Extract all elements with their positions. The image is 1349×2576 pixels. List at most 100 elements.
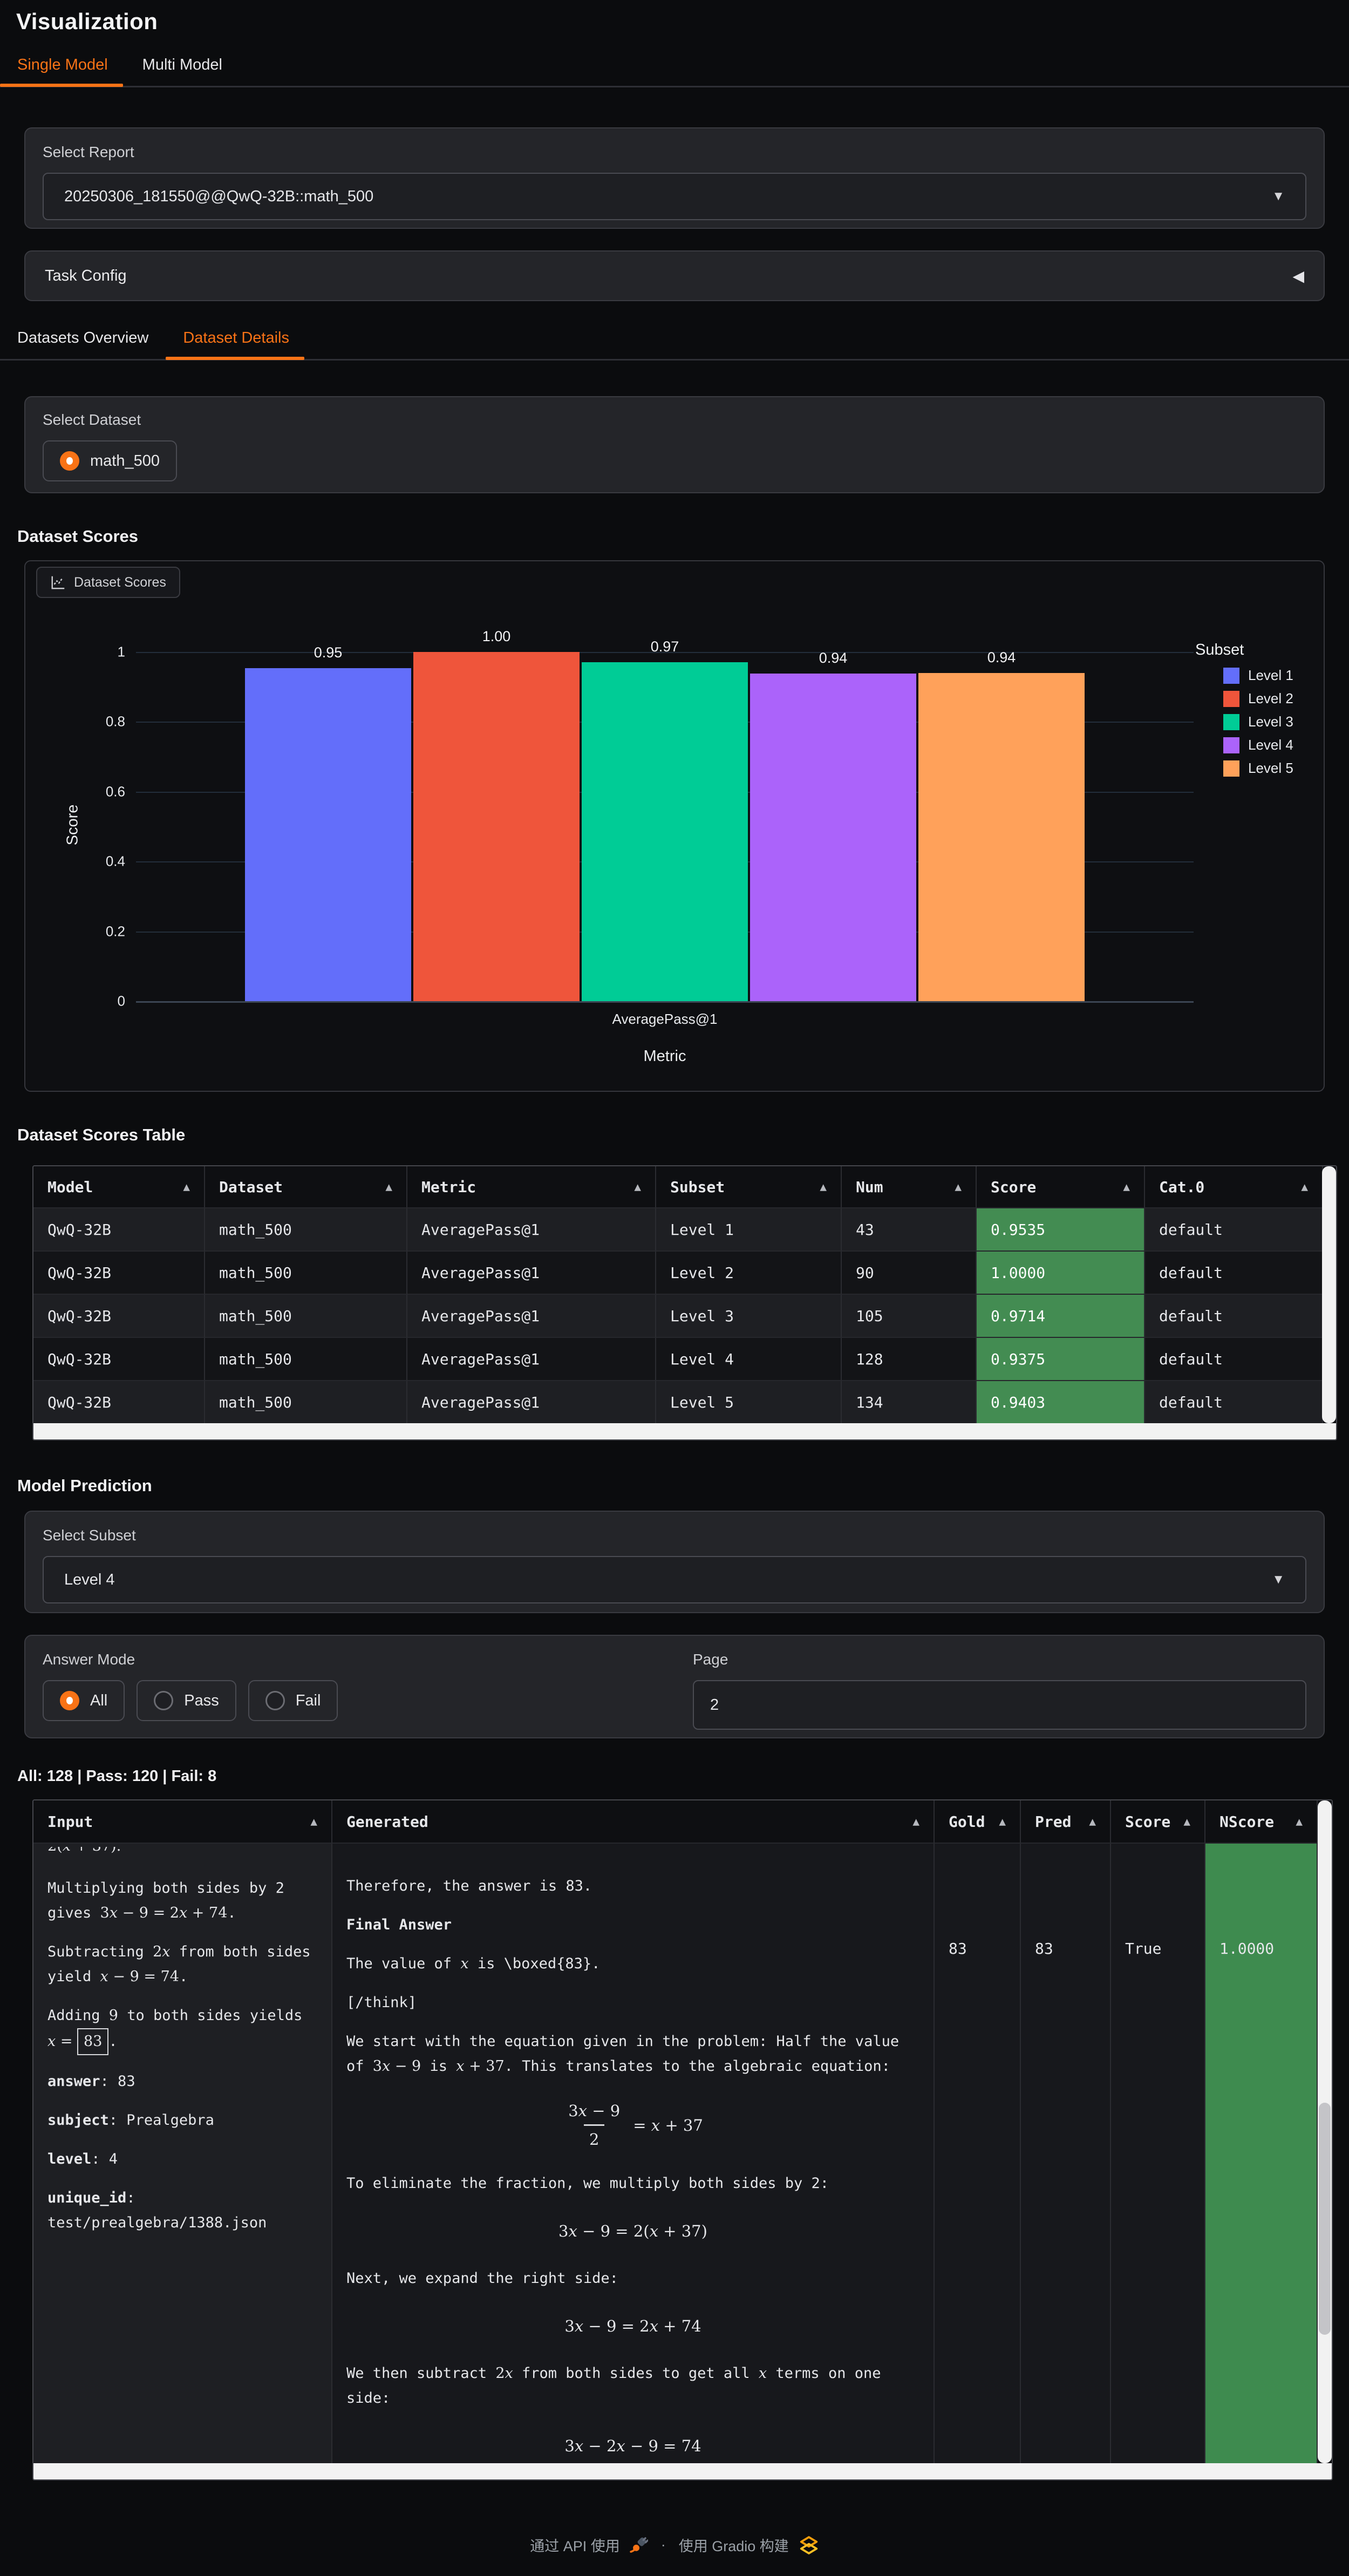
bar-value-label: 0.94 [987,649,1016,665]
table-cell: default [1145,1338,1323,1381]
table-cell: AveragePass@1 [407,1295,656,1338]
math-run: x = [47,2033,73,2050]
chart-bar-level-2[interactable] [413,652,580,1001]
answer-mode-radio-fail[interactable]: Fail [248,1680,338,1721]
pred-column-header-label: Score [1125,1812,1171,1831]
pred-column-header-gold[interactable]: Gold ▲ [935,1800,1021,1844]
math-run: 9 [108,2007,118,2024]
pred-column-header-label: Input [47,1812,93,1831]
column-header-metric[interactable]: Metric ▲ [407,1166,656,1208]
select-report-label: Select Report [43,144,134,160]
sort-arrow-icon: ▲ [385,1180,392,1193]
chevron-down-icon: ▼ [1272,189,1285,203]
y-axis-tick-label: 0.2 [105,923,125,940]
tab-single-model[interactable]: Single Model [0,56,123,87]
table-cell: Level 4 [656,1338,842,1381]
tab-multi-model[interactable]: Multi Model [142,56,222,73]
paragraph: unique_id: test/prealgebra/1388.json [47,2190,267,2231]
report-dropdown[interactable]: 20250306_181550@@QwQ-32B::math_500 ▼ [43,173,1306,220]
horizontal-scrollbar[interactable] [33,2463,1332,2479]
tab-dataset-details[interactable]: Dataset Details [166,329,304,360]
legend-item-level-2[interactable]: Level 2 [1223,690,1293,707]
dataset-scores-table: Model ▲ Dataset ▲ Metric ▲ Subset ▲ Num ▲ Score ▲ Ca… [32,1165,1337,1440]
tab-divider [0,86,1349,87]
sort-arrow-icon: ▲ [999,1815,1006,1828]
paragraph: Next, we expand the right side: [346,2270,618,2287]
answer-mode-radio-all[interactable]: All [43,1680,125,1721]
subset-dropdown[interactable]: Level 4 ▼ [43,1556,1306,1603]
table-row: QwQ-32B math_500 AveragePass@1 Level 1 43 0.9… [33,1208,1336,1252]
chart-bar-level-1[interactable] [245,668,411,1001]
y-axis-title: Score [64,804,81,845]
boxed-answer: 83 [77,2028,109,2055]
sort-arrow-icon: ▲ [820,1180,827,1193]
legend-item-level-4[interactable]: Level 4 [1223,737,1293,753]
table-row: QwQ-32B math_500 AveragePass@1 Level 2 90 1.0… [33,1252,1336,1295]
pred-column-header-input[interactable]: Input ▲ [33,1800,332,1844]
legend-swatch-icon [1223,690,1239,707]
tab-datasets-overview[interactable]: Datasets Overview [17,329,149,346]
subset-dropdown-value: Level 4 [64,1571,115,1588]
sort-arrow-icon: ▲ [1296,1815,1303,1828]
vertical-scrollbar[interactable] [1322,1166,1336,1423]
paragraph: Adding 9 to both sides yields x = 83. [47,2003,317,2055]
select-subset-label: Select Subset [43,1527,136,1544]
table-cell: 43 [842,1208,977,1252]
task-config-label: Task Config [45,267,127,284]
dataset-radio-math500[interactable]: math_500 [43,440,177,481]
footer-api-text[interactable]: 通过 API 使用 [530,2538,620,2554]
clipped-line: 2(x + 37). [47,1847,317,1862]
table-row: QwQ-32B math_500 AveragePass@1 Level 4 128 0.… [33,1338,1336,1381]
column-header-cat0[interactable]: Cat.0 ▲ [1145,1166,1323,1208]
table-cell: 90 [842,1252,977,1295]
table-cell: Level 5 [656,1381,842,1424]
pred-column-header-score[interactable]: Score ▲ [1111,1800,1205,1844]
report-dropdown-value: 20250306_181550@@QwQ-32B::math_500 [64,187,374,205]
math-run: 2(x + 37). [47,1847,121,1854]
chart-bar-level-5[interactable] [918,672,1085,1001]
table-cell: QwQ-32B [33,1381,205,1424]
column-header-dataset[interactable]: Dataset ▲ [205,1166,407,1208]
page-input[interactable]: 2 [693,1680,1306,1730]
chart-bar-level-4[interactable] [750,674,916,1001]
answer-mode-radio-label: Pass [184,1691,219,1709]
legend-item-level-3[interactable]: Level 3 [1223,713,1293,730]
heading-dataset-scores: Dataset Scores [17,527,139,546]
vertical-scrollbar[interactable] [1318,1800,1332,2463]
chart-tab-chip[interactable]: Dataset Scores [36,567,180,598]
pred-column-header-generated[interactable]: Generated ▲ [332,1800,935,1844]
legend-item-level-5[interactable]: Level 5 [1223,760,1293,777]
column-header-model[interactable]: Model ▲ [33,1166,205,1208]
scrollbar-thumb[interactable] [1319,2103,1331,2335]
chart-gridline [136,1001,1194,1003]
accordion-collapse-icon: ◀ [1292,267,1304,284]
table-cell: 105 [842,1295,977,1338]
horizontal-scrollbar[interactable] [33,1423,1336,1439]
table-header-row: Model ▲ Dataset ▲ Metric ▲ Subset ▲ Num ▲ Score ▲ Ca… [33,1166,1336,1208]
task-config-accordion[interactable]: Task Config ◀ [24,250,1325,301]
fraction: 3x − 9 2 [563,2098,625,2152]
column-header-score[interactable]: Score ▲ [977,1166,1145,1208]
chart-bar-level-3[interactable] [582,662,748,1001]
bold-text: subject [47,2112,109,2129]
math-run: 2x [153,1943,171,1960]
chart-gridline [136,652,1194,653]
page-input-value: 2 [710,1696,719,1714]
legend-item-level-1[interactable]: Level 1 [1223,667,1293,684]
footer-built-text[interactable]: 使用 Gradio 构建 [678,2538,789,2554]
pred-column-header-pred[interactable]: Pred ▲ [1021,1800,1111,1844]
math-run: 2 [589,2130,599,2149]
bar-value-label: 0.94 [819,650,848,667]
column-header-subset[interactable]: Subset ▲ [656,1166,842,1208]
display-fraction-equation: 3x − 9 2 = x + 37 [346,2098,919,2152]
pred-column-header-nscore[interactable]: NScore ▲ [1205,1800,1318,1844]
answer-mode-radio-pass[interactable]: Pass [137,1680,236,1721]
select-dataset-panel: Select Dataset math_500 [24,396,1325,493]
table-cell: 0.9375 [977,1338,1145,1381]
paragraph: Final Answer [346,1913,919,1938]
column-header-num[interactable]: Num ▲ [842,1166,977,1208]
paragraph: answer: 83 [47,2073,135,2090]
column-header-label: Num [856,1178,883,1196]
footer-separator: · [660,2537,666,2553]
